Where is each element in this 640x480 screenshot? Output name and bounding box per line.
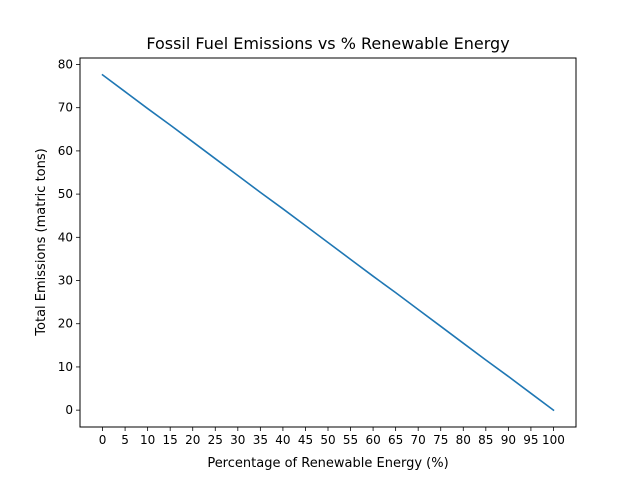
y-tick-label-80: 80 <box>58 57 73 71</box>
y-tick-label-40: 40 <box>58 230 73 244</box>
x-tick-label-15: 15 <box>163 433 178 447</box>
x-tick-label-35: 35 <box>253 433 268 447</box>
y-tick-label-0: 0 <box>65 403 73 417</box>
series-line-0 <box>101 73 555 412</box>
x-tick-label-85: 85 <box>478 433 493 447</box>
x-tick-label-0: 0 <box>99 433 107 447</box>
y-tick-label-10: 10 <box>58 360 73 374</box>
x-tick-label-20: 20 <box>185 433 200 447</box>
x-tick-label-100: 100 <box>542 433 565 447</box>
x-tick-label-80: 80 <box>456 433 471 447</box>
x-tick-label-50: 50 <box>320 433 335 447</box>
x-tick-label-5: 5 <box>121 433 129 447</box>
x-tick-label-30: 30 <box>230 433 245 447</box>
y-axis-label: Total Emissions (matric tons) <box>34 148 49 336</box>
x-tick-label-90: 90 <box>501 433 516 447</box>
y-tick-label-50: 50 <box>58 187 73 201</box>
y-tick-label-60: 60 <box>58 144 73 158</box>
x-tick-label-55: 55 <box>343 433 358 447</box>
x-tick-label-70: 70 <box>411 433 426 447</box>
y-tick-label-70: 70 <box>58 101 73 115</box>
x-tick-label-45: 45 <box>298 433 313 447</box>
x-tick-label-40: 40 <box>275 433 290 447</box>
plot-area: 0 5 10 15 20 25 30 35 40 45 50 55 60 65 70 75 80 85 90 95 10… <box>58 57 577 447</box>
x-axis-label: Percentage of Renewable Energy (%) <box>207 456 448 471</box>
x-tick-label-10: 10 <box>140 433 155 447</box>
y-tick-label-30: 30 <box>58 274 73 288</box>
y-tick-label-20: 20 <box>58 317 73 331</box>
chart-title: Fossil Fuel Emissions vs % Renewable Ene… <box>146 34 509 53</box>
x-tick-label-65: 65 <box>388 433 403 447</box>
x-tick-label-95: 95 <box>523 433 538 447</box>
x-tick-label-75: 75 <box>433 433 448 447</box>
x-tick-label-60: 60 <box>365 433 380 447</box>
x-tick-label-25: 25 <box>208 433 223 447</box>
